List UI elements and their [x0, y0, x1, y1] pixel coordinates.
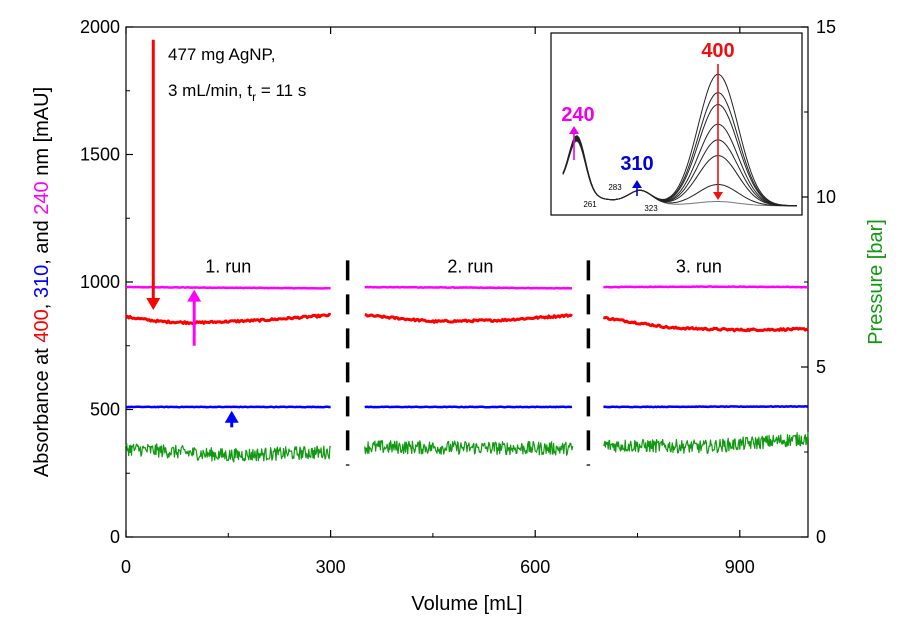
inset-label-400: 400: [701, 40, 734, 62]
inset-spectrum: 400 240 310 261 283 323: [550, 32, 803, 216]
y-axis-label-part: 400: [31, 309, 53, 342]
y-tick-label-right: 15: [816, 17, 836, 37]
y-tick-label-left: 1000: [80, 272, 120, 292]
series-line-240-nm-seg3: [603, 285, 809, 289]
y-axis-label-part: Absorbance at: [31, 343, 53, 478]
series-line-240-nm-seg2: [364, 285, 573, 290]
run-label: 1. run: [205, 257, 251, 277]
x-axis-label: Volume [mL]: [411, 593, 522, 615]
x-tick-label: 300: [316, 557, 346, 577]
inset-label-310: 310: [620, 153, 653, 175]
inset-arrows: [569, 64, 723, 200]
inset-curves: [562, 73, 797, 207]
y-tick-label-right: 5: [816, 357, 826, 377]
data-series: [125, 285, 809, 463]
series-line-400-nm-seg1: [125, 312, 332, 326]
annotation-line1: 477 mg AgNP,: [168, 45, 275, 64]
series-line-pressure-seg2: [364, 440, 574, 456]
y-axis-label-right: Pressure [bar]: [865, 219, 887, 345]
run-labels: 1. run 2. run 3. run: [205, 257, 722, 277]
y-tick-label-left: 2000: [80, 17, 120, 37]
y-axis-label-part: , and: [31, 215, 53, 265]
x-tick-label: 600: [520, 557, 550, 577]
y-axis-label-part: 310: [31, 265, 53, 298]
y-tick-label-left: 500: [90, 400, 120, 420]
series-line-400-nm-seg2: [364, 313, 573, 324]
inset-frame: [550, 32, 803, 216]
inset-label-261: 261: [583, 200, 597, 209]
y-axis-label-left: Absorbance at 400, 310, and 240 nm [mAU]: [31, 87, 53, 477]
arrow-240nm-up-head: [187, 289, 202, 302]
series-line-400-nm-seg3: [602, 315, 809, 333]
series-line-240-nm-seg1: [125, 285, 331, 290]
y-axis-label-part: ,: [31, 298, 53, 309]
y-tick-label-right: 0: [816, 527, 826, 547]
run-label: 2. run: [447, 257, 493, 277]
annotation-line2-end: = 11 s: [256, 81, 306, 100]
series-line-pressure-seg3: [602, 432, 809, 455]
annotation-arrows: [146, 39, 239, 428]
inset-label-323: 323: [644, 204, 658, 213]
y-tick-label-left: 1500: [80, 145, 120, 165]
axis-ticks: 0 300 600 900 0 500 1000 1500 2000 0 5 10 15: [80, 17, 836, 577]
series-line-310-nm-seg3: [603, 404, 809, 409]
arrow-310nm-up-head: [224, 410, 239, 423]
inset-spectrum-curve: [562, 73, 797, 207]
arrow-400nm-down-head: [146, 298, 161, 311]
y-axis-label-part: 240: [31, 181, 53, 214]
inset-arrow-310-head: [632, 180, 642, 188]
inset-label-240: 240: [561, 104, 594, 126]
annotation-line2: 3 mL/min, tr = 11 s: [168, 81, 306, 104]
run-label: 3. run: [676, 257, 722, 277]
series-line-310-nm-seg2: [364, 405, 573, 409]
y-tick-label-right: 10: [816, 187, 836, 207]
annotation-line2-sub: r: [252, 90, 256, 104]
inset-label-283: 283: [608, 183, 622, 192]
series-line-pressure-seg1: [125, 443, 332, 463]
x-tick-label: 900: [725, 557, 755, 577]
inset-arrow-400-head: [713, 192, 723, 200]
series-line-310-nm-seg1: [125, 405, 331, 409]
annotation-line2-main: 3 mL/min, t: [168, 81, 252, 100]
x-tick-label: 0: [121, 557, 131, 577]
y-tick-label-left: 0: [110, 527, 120, 547]
inset-arrow-240-head: [569, 126, 579, 134]
run-separators: [345, 260, 591, 466]
y-axis-label-part: nm [mAU]: [31, 87, 53, 181]
